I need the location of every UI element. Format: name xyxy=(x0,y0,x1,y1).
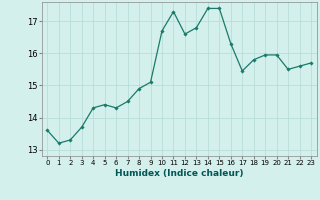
X-axis label: Humidex (Indice chaleur): Humidex (Indice chaleur) xyxy=(115,169,244,178)
